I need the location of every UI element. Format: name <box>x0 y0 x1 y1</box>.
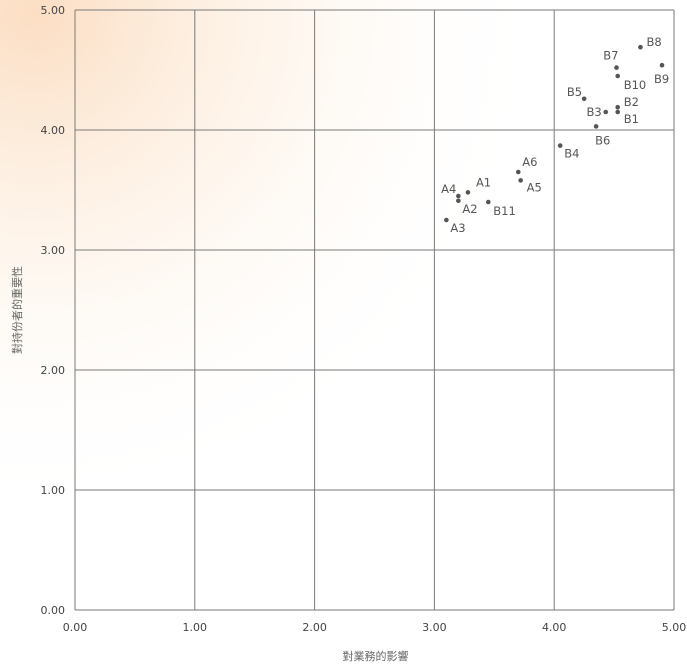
data-point-b6 <box>593 124 599 129</box>
point-label-b1: B1 <box>624 112 639 126</box>
data-point-b10 <box>615 73 620 79</box>
data-point-b2 <box>615 104 620 110</box>
data-point-b11 <box>486 199 491 205</box>
x-tick-label: 5.00 <box>662 621 687 634</box>
x-tick-label: 1.00 <box>183 621 208 634</box>
y-tick-label: 1.00 <box>41 484 66 497</box>
data-point-b5 <box>581 96 587 102</box>
data-point-a4 <box>456 193 461 199</box>
point-label-b5: B5 <box>567 85 582 99</box>
point-label-a1: A1 <box>476 175 491 189</box>
data-point-a2 <box>456 198 461 204</box>
point-label-a5: A5 <box>527 180 542 194</box>
point-label-a3: A3 <box>450 221 465 235</box>
y-tick-label: 5.00 <box>41 4 66 17</box>
point-label-b11: B11 <box>493 204 516 218</box>
data-point-b9 <box>659 62 665 68</box>
data-point-a3 <box>444 217 449 223</box>
data-point-b8 <box>638 44 643 50</box>
data-point-a5 <box>518 178 523 183</box>
x-tick-label: 4.00 <box>542 621 567 634</box>
data-point-b4 <box>557 143 563 148</box>
data-point-a6 <box>515 169 521 175</box>
y-tick-labels: 0.00 1.00 2.00 3.00 4.00 5.00 <box>41 4 66 617</box>
data-point-b3 <box>603 109 609 115</box>
point-label-b10: B10 <box>624 78 647 92</box>
data-point-b1 <box>615 109 620 115</box>
point-label-b7: B7 <box>603 49 618 63</box>
grid-lines <box>74 9 675 611</box>
y-tick-label: 0.00 <box>41 604 66 617</box>
point-label-b3: B3 <box>586 105 601 119</box>
y-tick-label: 3.00 <box>41 244 66 257</box>
x-tick-labels: 0.00 1.00 2.00 3.00 4.00 5.00 <box>63 621 687 634</box>
y-tick-label: 4.00 <box>41 124 66 137</box>
x-tick-label: 3.00 <box>422 621 447 634</box>
point-label-a4: A4 <box>441 182 456 196</box>
data-points: A1 A2 A3 A4 A5 A6 B1 B2 B3 B4 B5 B6 B7 B8 B9 B10 B11 <box>441 35 669 235</box>
data-point-a1 <box>465 190 471 195</box>
point-label-b8: B8 <box>646 35 661 49</box>
data-point-b7 <box>614 65 619 70</box>
point-label-a6: A6 <box>522 155 537 169</box>
y-tick-label: 2.00 <box>41 364 66 377</box>
point-label-b4: B4 <box>564 147 579 161</box>
y-axis-title: 對持份者的重要性 <box>10 266 24 354</box>
point-label-b6: B6 <box>595 133 610 147</box>
point-label-b2: B2 <box>624 95 639 109</box>
point-label-a2: A2 <box>462 202 477 216</box>
x-axis-title: 對業務的影響 <box>343 649 409 663</box>
x-tick-label: 2.00 <box>302 621 327 634</box>
point-label-b9: B9 <box>654 72 669 86</box>
x-tick-label: 0.00 <box>63 621 88 634</box>
